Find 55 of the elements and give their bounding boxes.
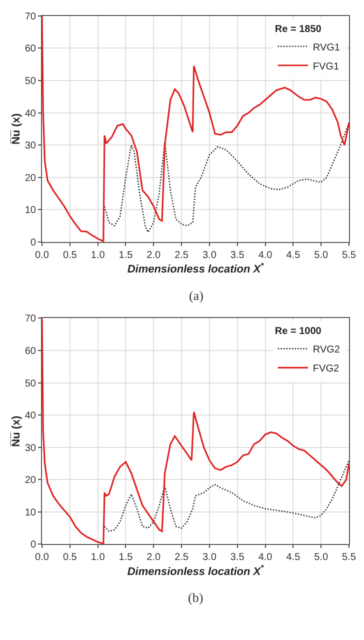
y-tick-label: 20 bbox=[24, 475, 36, 486]
x-tick-label: 4.5 bbox=[286, 250, 301, 261]
y-tick-label: 70 bbox=[24, 314, 36, 325]
x-tick-label: 2.5 bbox=[174, 250, 189, 261]
x-tick-label: 2.0 bbox=[146, 250, 162, 261]
x-tick-label: 3.5 bbox=[230, 552, 245, 564]
x-tick-label: 4.5 bbox=[286, 552, 301, 564]
y-tick-label: 30 bbox=[24, 442, 36, 454]
x-tick-label: 1.0 bbox=[90, 250, 106, 261]
line-series bbox=[104, 460, 349, 532]
y-tick-label: 50 bbox=[24, 378, 36, 390]
x-tick-label: 0.5 bbox=[62, 250, 78, 261]
legend-label: RVG2 bbox=[312, 344, 340, 356]
x-tick-label: 0.0 bbox=[35, 552, 50, 564]
y-tick-label: 10 bbox=[24, 507, 36, 518]
x-tick-label: 5.5 bbox=[342, 250, 356, 261]
x-tick-label: 0.0 bbox=[35, 250, 50, 261]
y-tick-label: 70 bbox=[24, 11, 36, 22]
legend-label: RVG1 bbox=[312, 42, 340, 54]
legend-title: Re = 1850 bbox=[274, 24, 322, 35]
y-tick-label: 60 bbox=[24, 346, 36, 358]
x-tick-label: 5.0 bbox=[314, 552, 328, 564]
x-tick-label: 1.5 bbox=[118, 250, 134, 261]
x-axis-title: Dimensionless location X$^{*}$ bbox=[127, 563, 265, 578]
y-tick-label: 40 bbox=[24, 108, 36, 120]
y-tick-label: 0 bbox=[30, 237, 36, 248]
x-axis-title: Dimensionless location X$^{*}$ bbox=[127, 260, 265, 276]
text: (b) bbox=[188, 590, 204, 605]
x-tick-label: 2.5 bbox=[174, 552, 189, 564]
x-tick-label: 1.5 bbox=[118, 552, 134, 564]
x-tick-label: 4.0 bbox=[258, 250, 273, 261]
x-tick-label: 5.5 bbox=[342, 552, 356, 564]
legend-label: FVG2 bbox=[312, 364, 340, 375]
line-series bbox=[42, 318, 349, 544]
line-series bbox=[42, 16, 349, 242]
y-axis-title: N̅u̅ (x) bbox=[10, 113, 23, 145]
y-tick-label: 10 bbox=[24, 205, 36, 216]
x-tick-label: 0.5 bbox=[62, 552, 78, 564]
text: (a) bbox=[189, 288, 204, 303]
legend-label: FVG1 bbox=[312, 61, 340, 72]
y-tick-label: 60 bbox=[24, 44, 36, 55]
x-tick-label: 3.0 bbox=[202, 250, 217, 261]
x-tick-label: 3.0 bbox=[202, 552, 217, 564]
y-tick-label: 0 bbox=[30, 540, 36, 551]
x-tick-label: 2.0 bbox=[146, 552, 162, 564]
y-tick-label: 40 bbox=[24, 410, 36, 422]
y-tick-label: 30 bbox=[24, 140, 36, 152]
x-tick-label: 1.0 bbox=[90, 552, 106, 564]
x-tick-label: 4.0 bbox=[258, 552, 273, 564]
y-axis-title: N̅u̅ (x) bbox=[10, 415, 23, 447]
legend-title: Re = 1000 bbox=[274, 326, 322, 338]
x-tick-label: 5.0 bbox=[314, 250, 328, 261]
y-tick-label: 20 bbox=[24, 172, 36, 184]
y-tick-label: 50 bbox=[24, 76, 36, 88]
x-tick-label: 3.5 bbox=[230, 250, 245, 261]
